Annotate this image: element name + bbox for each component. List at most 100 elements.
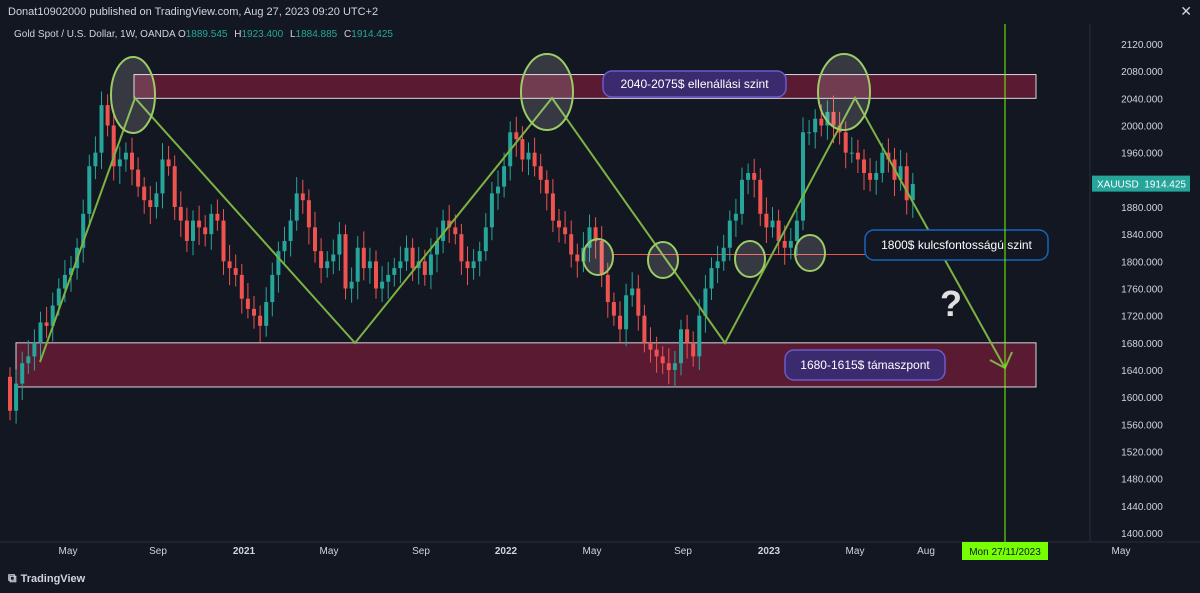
candle-body <box>813 118 818 133</box>
candle-body <box>123 152 128 160</box>
candle-body <box>611 302 616 316</box>
brand-name: TradingView <box>20 573 86 585</box>
candle-body <box>569 234 574 255</box>
candle-body <box>331 254 336 262</box>
candle-body <box>386 274 391 282</box>
x-tick-label: May <box>1112 546 1131 557</box>
candle-body <box>587 227 592 248</box>
candle-body <box>166 159 171 167</box>
candle-body <box>26 356 31 364</box>
candle-body <box>361 247 366 269</box>
candle-body <box>849 152 854 154</box>
candle-body <box>258 315 263 326</box>
support-label-box <box>784 349 946 381</box>
candle-body <box>807 132 812 134</box>
resistance-label: 2040-2075$ ellenállási szint <box>620 77 769 91</box>
candle-body <box>538 166 543 180</box>
candle-body <box>721 247 726 262</box>
candle-body <box>435 240 439 255</box>
candle-body <box>746 173 751 180</box>
candle-body <box>215 213 220 221</box>
close-key: C <box>344 29 352 40</box>
candle-body <box>300 193 305 201</box>
y-tick-label: 2000.000 <box>1121 122 1163 133</box>
question-mark: ? <box>940 283 962 324</box>
candle-body <box>313 227 317 252</box>
candle-body <box>483 227 488 252</box>
candle-body <box>697 315 702 357</box>
retest-ellipse-2 <box>647 241 679 279</box>
price-chart[interactable]: 2040-2075$ ellenállási szint 1800$ kulcsf… <box>0 24 1200 565</box>
candle-body <box>8 376 12 411</box>
candle-body <box>398 261 403 269</box>
candle-body <box>630 288 635 296</box>
y-tick-label: 2120.000 <box>1121 40 1163 51</box>
x-tick-label: 2023 <box>758 546 781 557</box>
candle-body <box>605 274 610 303</box>
x-tick-label: Sep <box>674 546 692 557</box>
candle-body <box>374 261 378 289</box>
close-icon[interactable]: ✕ <box>1180 3 1192 19</box>
candle-body <box>636 288 641 316</box>
candle-body <box>575 254 580 262</box>
candle-body <box>239 274 244 299</box>
candle-body <box>404 247 409 262</box>
candle-body <box>648 342 653 350</box>
candle-body <box>319 251 324 269</box>
candle-body <box>178 207 183 221</box>
candle-body <box>831 111 836 126</box>
candle-body <box>764 213 769 228</box>
candle-body <box>50 305 55 326</box>
high-value: 1923.400 <box>241 29 284 40</box>
candle-body <box>117 159 122 167</box>
key-level-label-box <box>864 229 1049 261</box>
candle-body <box>703 288 708 316</box>
tradingview-logo[interactable]: ⧉ TradingView <box>8 571 85 586</box>
candle-body <box>87 166 92 214</box>
y-tick-label: 1560.000 <box>1121 420 1163 431</box>
candle-body <box>874 173 879 180</box>
publish-header: Donat10902000 published on TradingView.c… <box>0 0 1200 24</box>
y-tick-label: 1640.000 <box>1121 366 1163 377</box>
x-tick-label: 2021 <box>233 546 256 557</box>
date-tag-box <box>962 542 1048 560</box>
low-value: 1884.885 <box>295 29 338 40</box>
candle-body <box>843 132 848 153</box>
candle-body <box>618 315 622 330</box>
candle-body <box>733 213 738 221</box>
y-tick-label: 1880.000 <box>1121 203 1163 214</box>
candle-body <box>624 295 629 330</box>
candle-body <box>252 308 256 316</box>
candle-body <box>514 132 519 140</box>
candle-body <box>197 220 202 228</box>
candle-body <box>69 268 73 275</box>
y-tick-label: 1680.000 <box>1121 339 1163 350</box>
y-tick-label: 1480.000 <box>1121 475 1163 486</box>
y-tick-label: 1520.000 <box>1121 448 1163 459</box>
candle-body <box>306 200 311 228</box>
candle-body <box>727 220 732 248</box>
candle-body <box>203 227 208 235</box>
candle-body <box>282 240 287 252</box>
candle-body <box>679 329 683 364</box>
tradingview-logo-icon: ⧉ <box>8 571 17 585</box>
candle-body <box>447 220 452 228</box>
candle-body <box>459 234 464 262</box>
candle-body <box>685 329 690 343</box>
candle-body <box>642 315 647 343</box>
candle-body <box>294 193 299 221</box>
candle-body <box>496 186 500 194</box>
top-ellipse-1 <box>110 56 156 134</box>
x-tick-label: Sep <box>412 546 430 557</box>
low-key: L <box>289 29 296 40</box>
candle-body <box>672 363 677 370</box>
retest-ellipse-4 <box>794 234 826 272</box>
candle-body <box>801 132 805 221</box>
publish-info: Donat10902000 published on TradingView.c… <box>8 6 379 18</box>
pattern-zigzag-line <box>39 95 1006 369</box>
y-tick-label: 1720.000 <box>1121 312 1163 323</box>
candle-body <box>770 220 775 228</box>
candle-body <box>288 220 293 241</box>
y-tick-label: 1760.000 <box>1121 285 1163 296</box>
candle-body <box>367 261 372 269</box>
